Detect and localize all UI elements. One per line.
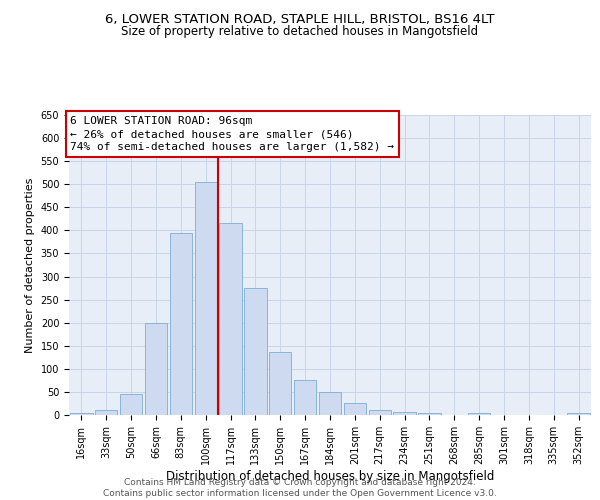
Bar [344,404,366,415]
Bar [70,412,92,415]
X-axis label: Distribution of detached houses by size in Mangotsfield: Distribution of detached houses by size … [166,470,494,482]
Y-axis label: Number of detached properties: Number of detached properties [25,178,35,352]
Bar [269,352,292,415]
Bar [220,224,242,415]
Bar [170,232,192,415]
Text: Contains HM Land Registry data © Crown copyright and database right 2024.
Contai: Contains HM Land Registry data © Crown c… [103,478,497,498]
Bar [394,412,416,415]
Bar [294,380,316,415]
Text: Size of property relative to detached houses in Mangotsfield: Size of property relative to detached ho… [121,25,479,38]
Bar [568,412,590,415]
Bar [418,412,440,415]
Bar [468,412,490,415]
Bar [244,288,266,415]
Text: 6, LOWER STATION ROAD, STAPLE HILL, BRISTOL, BS16 4LT: 6, LOWER STATION ROAD, STAPLE HILL, BRIS… [105,12,495,26]
Bar [120,394,142,415]
Bar [368,410,391,415]
Text: 6 LOWER STATION ROAD: 96sqm
← 26% of detached houses are smaller (546)
74% of se: 6 LOWER STATION ROAD: 96sqm ← 26% of det… [70,116,394,152]
Bar [319,392,341,415]
Bar [145,322,167,415]
Bar [194,182,217,415]
Bar [95,410,118,415]
